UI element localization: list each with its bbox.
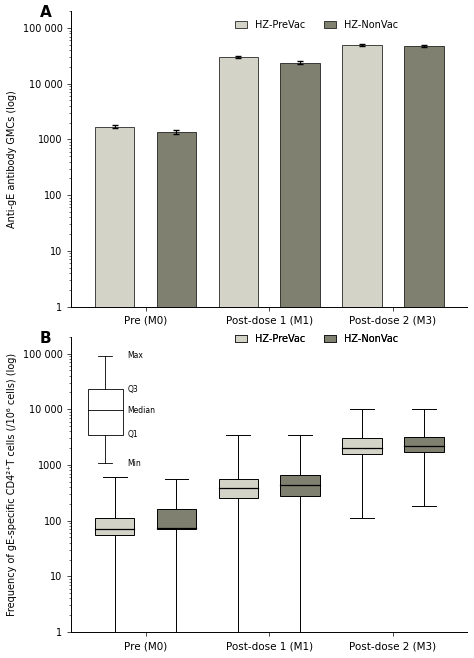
Bar <box>280 63 320 658</box>
Y-axis label: Frequency of gE-specific CD4²⁺T cells (/10⁶ cells) (log): Frequency of gE-specific CD4²⁺T cells (/… <box>7 353 17 616</box>
Text: B: B <box>40 331 51 346</box>
Bar <box>342 45 382 658</box>
Y-axis label: Anti-gE antibody GMCs (log): Anti-gE antibody GMCs (log) <box>7 90 17 228</box>
Bar <box>219 57 258 658</box>
Bar <box>404 46 444 658</box>
Bar <box>95 519 135 535</box>
Legend: HZ-PreVac, HZ-NonVac: HZ-PreVac, HZ-NonVac <box>231 16 402 34</box>
Bar <box>342 438 382 453</box>
Text: A: A <box>40 5 52 20</box>
Legend: HZ-PreVac, HZ-NonVac: HZ-PreVac, HZ-NonVac <box>231 330 402 347</box>
Bar <box>157 509 196 529</box>
Bar <box>219 479 258 499</box>
Bar <box>157 132 196 658</box>
Bar <box>95 126 135 658</box>
Bar <box>404 437 444 452</box>
Bar <box>280 475 320 495</box>
